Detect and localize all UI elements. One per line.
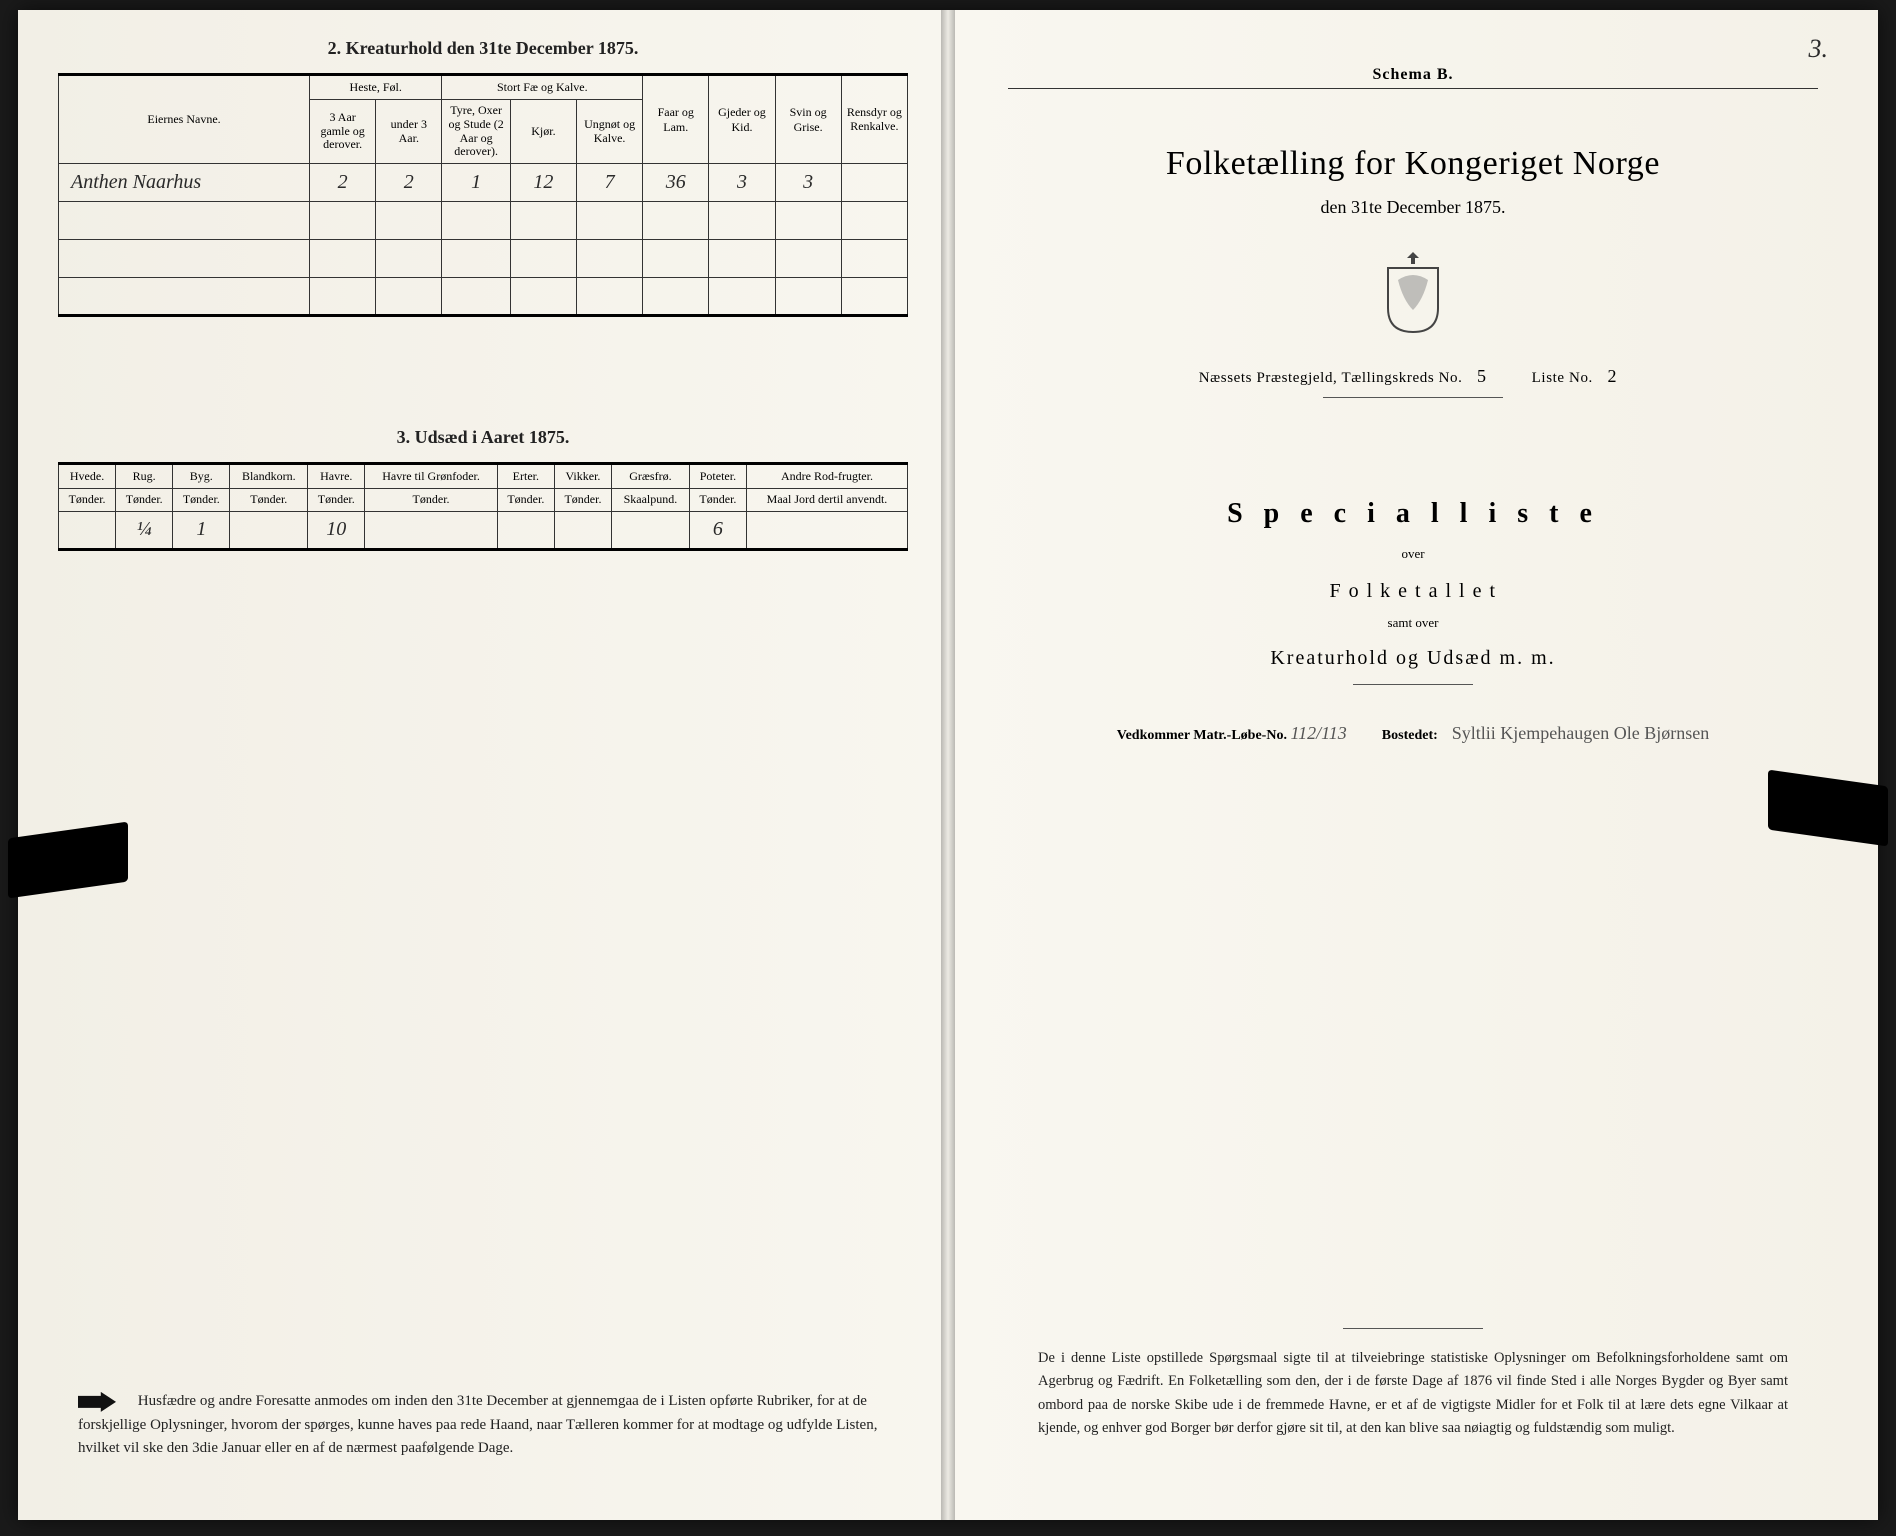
unit: Tønder. <box>689 489 746 512</box>
col-stort-c: Ungnøt og Kalve. <box>577 100 643 164</box>
cell <box>365 511 497 549</box>
cell <box>59 511 116 549</box>
h1: Hvede. <box>59 464 116 489</box>
folketallet-heading: F o l k e t a l l e t <box>1008 580 1818 603</box>
col-rensdyr: Rensdyr og Renkalve. <box>841 75 907 164</box>
cell: 1 <box>442 164 510 202</box>
cell: 3 <box>775 164 841 202</box>
col-owner: Eiernes Navne. <box>59 75 310 164</box>
right-page: 3. Schema B. Folketælling for Kongeriget… <box>948 10 1878 1520</box>
matr-no: 112/113 <box>1290 723 1346 743</box>
matr-label: Vedkommer Matr.-Løbe-No. <box>1117 728 1287 743</box>
unit: Tønder. <box>59 489 116 512</box>
col-stort-a: Tyre, Oxer og Stude (2 Aar og derover). <box>442 100 510 164</box>
coat-of-arms-icon <box>1378 248 1448 336</box>
cell: ¼ <box>116 511 173 549</box>
cell <box>746 511 907 549</box>
blurb-text: De i denne Liste opstillede Spørgsmaal s… <box>1038 1350 1788 1436</box>
unit: Tønder. <box>116 489 173 512</box>
census-date: den 31te December 1875. <box>1008 197 1818 218</box>
col-stort-b: Kjør. <box>510 100 576 164</box>
section-3-title: 3. Udsæd i Aaret 1875. <box>58 427 908 448</box>
left-page: 2. Kreaturhold den 31te December 1875. E… <box>18 10 948 1520</box>
kreaturhold-heading: Kreaturhold og Udsæd m. m. <box>1008 647 1818 670</box>
grp-stort: Stort Fæ og Kalve. <box>442 75 643 100</box>
h8: Vikker. <box>554 464 611 489</box>
h9: Græsfrø. <box>612 464 690 489</box>
cell: 7 <box>577 164 643 202</box>
bostedet-value: Syltlii Kjempehaugen Ole Bjørnsen <box>1452 723 1709 743</box>
unit-maal: Maal Jord dertil anvendt. <box>746 489 907 512</box>
cell: 12 <box>510 164 576 202</box>
explanatory-text: De i denne Liste opstillede Spørgsmaal s… <box>1038 1328 1788 1440</box>
cell: 10 <box>308 511 365 549</box>
kreds-no: 5 <box>1467 366 1497 387</box>
unit: Tønder. <box>365 489 497 512</box>
h5: Havre. <box>308 464 365 489</box>
unit: Tønder. <box>230 489 308 512</box>
liste-label: Liste No. <box>1532 370 1593 386</box>
matr-line: Vedkommer Matr.-Løbe-No. 112/113 Bostede… <box>1008 723 1818 744</box>
col-svin: Svin og Grise. <box>775 75 841 164</box>
unit: Tønder. <box>554 489 611 512</box>
book-spread: 2. Kreaturhold den 31te December 1875. E… <box>18 10 1878 1520</box>
col-heste-a: 3 Aar gamle og derover. <box>310 100 376 164</box>
bostedet-label: Bostedet: <box>1382 728 1438 743</box>
cell <box>230 511 308 549</box>
section-2-title: 2. Kreaturhold den 31te December 1875. <box>58 38 908 59</box>
col-gjeder: Gjeder og Kid. <box>709 75 775 164</box>
col-faar: Faar og Lam. <box>643 75 709 164</box>
cell: 2 <box>310 164 376 202</box>
samt-label: samt over <box>1008 615 1818 631</box>
cell: 1 <box>173 511 230 549</box>
cell <box>554 511 611 549</box>
h7: Erter. <box>497 464 554 489</box>
census-title: Folketælling for Kongeriget Norge <box>1008 145 1818 183</box>
owner-name: Anthen Naarhus <box>59 164 310 202</box>
specialliste-heading: S p e c i a l l i s t e <box>1008 498 1818 530</box>
hand-pointer-icon <box>78 1392 116 1412</box>
page-number: 3. <box>1809 34 1829 64</box>
cell: 36 <box>643 164 709 202</box>
unit: Tønder. <box>308 489 365 512</box>
h6: Havre til Grønfoder. <box>365 464 497 489</box>
cell: 6 <box>689 511 746 549</box>
h10: Poteter. <box>689 464 746 489</box>
book-spine <box>941 10 955 1520</box>
liste-no: 2 <box>1597 366 1627 387</box>
parish-label: Næssets Præstegjeld, Tællingskreds No. <box>1199 370 1463 386</box>
col-heste-b: under 3 Aar. <box>376 100 442 164</box>
unit: Tønder. <box>497 489 554 512</box>
cell: 2 <box>376 164 442 202</box>
cell <box>612 511 690 549</box>
instructions-block: Husfædre og andre Foresatte anmodes om i… <box>78 1390 898 1460</box>
schema-label: Schema B. <box>1008 66 1818 84</box>
cell <box>841 164 907 202</box>
cell <box>497 511 554 549</box>
instructions-text: Husfædre og andre Foresatte anmodes om i… <box>78 1393 877 1456</box>
h4: Blandkorn. <box>230 464 308 489</box>
parish-line: Næssets Præstegjeld, Tællingskreds No. 5… <box>1008 366 1818 387</box>
h2: Rug. <box>116 464 173 489</box>
h3: Byg. <box>173 464 230 489</box>
unit: Tønder. <box>173 489 230 512</box>
h11: Andre Rod-frugter. <box>746 464 907 489</box>
unit-skaal: Skaalpund. <box>612 489 690 512</box>
over-label: over <box>1008 546 1818 562</box>
seed-table: Hvede. Rug. Byg. Blandkorn. Havre. Havre… <box>58 462 908 551</box>
cell: 3 <box>709 164 775 202</box>
livestock-table: Eiernes Navne. Heste, Føl. Stort Fæ og K… <box>58 73 908 317</box>
grp-heste: Heste, Føl. <box>310 75 442 100</box>
